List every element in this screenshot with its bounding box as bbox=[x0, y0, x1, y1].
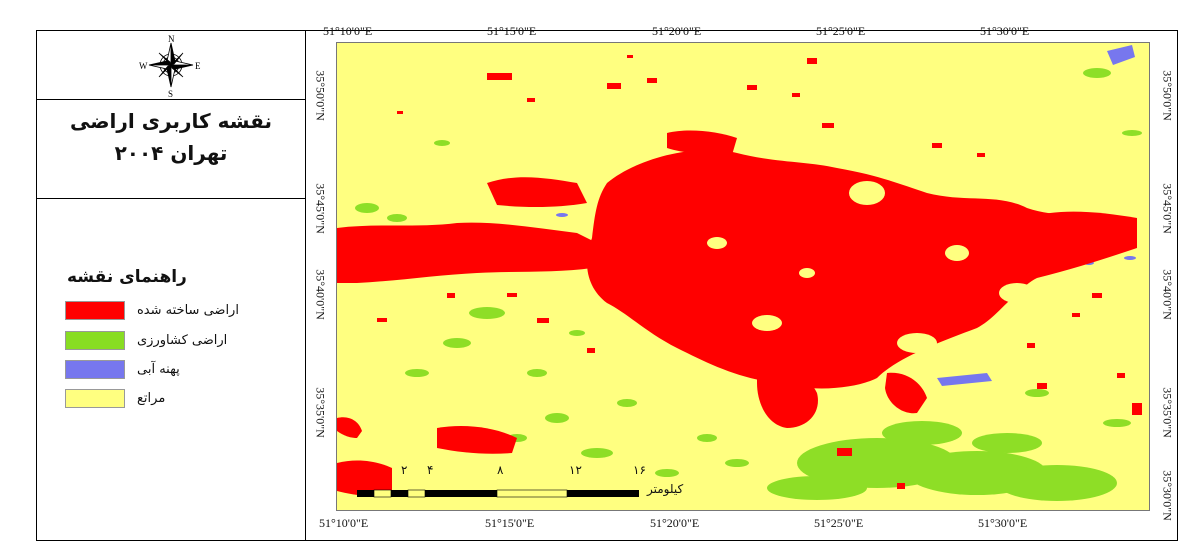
scale-bar-graphic bbox=[357, 489, 639, 498]
legend-item-agri: اراضی کشاورزی bbox=[65, 329, 227, 351]
legend-swatch-range bbox=[65, 388, 125, 408]
legend-label-water: پهنه آبی bbox=[137, 361, 180, 377]
scale-tick: ۴ bbox=[427, 463, 434, 477]
lat-label-right: 35°45'0"N bbox=[1160, 183, 1175, 234]
lon-label-top: 51°15'0"E bbox=[487, 24, 537, 38]
legend-item-built: اراضی ساخته شده bbox=[65, 299, 239, 321]
lat-label-right: 35°50'0"N bbox=[1160, 70, 1175, 121]
lon-label-bottom: 51°20'0"E bbox=[650, 516, 700, 530]
lon-label-bottom: 51°15'0"E bbox=[485, 516, 535, 530]
lon-label-top: 51°20'0"E bbox=[652, 24, 702, 38]
compass-rose-icon: N S E W bbox=[139, 34, 201, 99]
legend-item-water: پهنه آبی bbox=[65, 358, 180, 380]
legend-label-built: اراضی ساخته شده bbox=[137, 302, 239, 318]
map-sidebar: N S E W نقشه کاربری اراضی تهران ۲۰۰۴ راه… bbox=[37, 31, 306, 540]
scale-tick: ۱۲ bbox=[569, 463, 582, 477]
land-use-map-svg bbox=[337, 43, 1149, 510]
lat-label-left: 35°45'0"N bbox=[313, 183, 328, 234]
lon-label-top: 51°25'0"E bbox=[816, 24, 866, 38]
compass-s: S bbox=[168, 89, 173, 99]
north-arrow-panel: N S E W bbox=[37, 31, 305, 100]
legend-swatch-built bbox=[65, 300, 125, 320]
map-subtitle: تهران ۲۰۰۴ bbox=[114, 141, 228, 165]
legend-title: راهنمای نقشه bbox=[67, 267, 187, 287]
lat-label-left: 35°35'0"N bbox=[313, 387, 328, 438]
scale-tick: ۱۶ bbox=[633, 463, 646, 477]
scale-bar: ۲ ۴ ۸ ۱۲ ۱۶ کیلومتر bbox=[357, 463, 777, 503]
urban-gaps bbox=[707, 155, 1035, 353]
legend-item-range: مراتع bbox=[65, 387, 165, 409]
lat-label-right: 35°40'0"N bbox=[1160, 269, 1175, 320]
lon-label-bottom: 51°30'0"E bbox=[978, 516, 1028, 530]
legend-swatch-agri bbox=[65, 330, 125, 350]
map-legend: راهنمای نقشه اراضی ساخته شده اراضی کشاور… bbox=[37, 199, 305, 539]
scale-unit: کیلومتر bbox=[647, 482, 684, 496]
lat-label-right: 35°30'0"N bbox=[1160, 470, 1175, 521]
agri-patches bbox=[355, 68, 1142, 501]
lon-label-bottom: 51°25'0"E bbox=[814, 516, 864, 530]
lon-label-top: 51°10'0"E bbox=[323, 24, 373, 38]
compass-w: W bbox=[139, 61, 148, 71]
compass-e: E bbox=[195, 61, 201, 71]
scale-tick: ۸ bbox=[497, 463, 504, 477]
lat-label-left: 35°50'0"N bbox=[313, 70, 328, 121]
compass-n: N bbox=[168, 34, 175, 44]
map-title-panel: نقشه کاربری اراضی تهران ۲۰۰۴ bbox=[37, 99, 305, 199]
lon-label-bottom: 51°10'0"E bbox=[319, 516, 369, 530]
lon-label-top: 51°30'0"E bbox=[980, 24, 1030, 38]
map-title: نقشه کاربری اراضی bbox=[69, 109, 273, 133]
lat-label-right: 35°35'0"N bbox=[1160, 387, 1175, 438]
map-frame bbox=[36, 30, 1178, 541]
legend-swatch-water bbox=[65, 359, 125, 379]
scale-tick: ۲ bbox=[401, 463, 408, 477]
land-use-map[interactable]: ۲ ۴ ۸ ۱۲ ۱۶ کیلومتر bbox=[336, 42, 1150, 511]
legend-label-agri: اراضی کشاورزی bbox=[137, 332, 228, 348]
lat-label-left: 35°40'0"N bbox=[313, 269, 328, 320]
legend-label-range: مراتع bbox=[137, 390, 166, 406]
built-up-areas bbox=[337, 55, 1142, 496]
